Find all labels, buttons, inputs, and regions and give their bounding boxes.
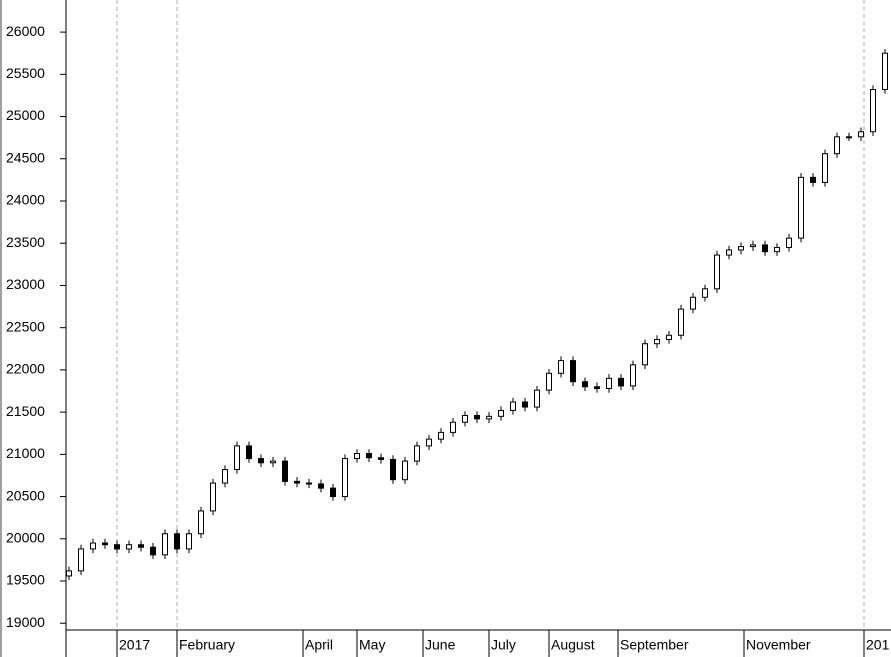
candle-body bbox=[354, 452, 360, 460]
x-tick-label: June bbox=[425, 637, 456, 653]
candle-body bbox=[198, 510, 204, 535]
candle-body bbox=[138, 544, 144, 548]
candle-body bbox=[570, 360, 576, 383]
candle-body bbox=[414, 445, 420, 462]
candle-body bbox=[378, 457, 384, 460]
candle-body bbox=[306, 482, 312, 485]
y-tick-label: 25500 bbox=[6, 65, 45, 81]
x-tick-label: September bbox=[620, 637, 689, 653]
candle-body bbox=[438, 431, 444, 440]
candle-body bbox=[210, 482, 216, 512]
candle-body bbox=[666, 334, 672, 340]
candle-body bbox=[750, 244, 756, 248]
y-tick-label: 24500 bbox=[6, 149, 45, 165]
candle-body bbox=[606, 377, 612, 389]
candle-body bbox=[558, 360, 564, 374]
candle-body bbox=[870, 89, 876, 133]
candle-body bbox=[186, 533, 192, 550]
x-tick-label: April bbox=[305, 637, 333, 653]
candle-body bbox=[474, 414, 480, 420]
candle-body bbox=[618, 377, 624, 387]
candle-body bbox=[882, 52, 888, 91]
candle-body bbox=[846, 136, 852, 139]
candle-body bbox=[126, 544, 132, 550]
candle-body bbox=[342, 458, 348, 498]
candle-body bbox=[150, 546, 156, 556]
x-tick-label: August bbox=[551, 637, 595, 653]
candle-body bbox=[738, 246, 744, 251]
candle-body bbox=[834, 136, 840, 155]
candle-body bbox=[774, 246, 780, 253]
candle-body bbox=[822, 153, 828, 183]
candle-body bbox=[78, 548, 84, 572]
y-tick-label: 25000 bbox=[6, 107, 45, 123]
y-tick-label: 24000 bbox=[6, 192, 45, 208]
y-tick-label: 20500 bbox=[6, 487, 45, 503]
candle-body bbox=[858, 131, 864, 138]
y-tick-label: 22500 bbox=[6, 318, 45, 334]
candle-body bbox=[642, 343, 648, 366]
candle-body bbox=[594, 386, 600, 389]
y-tick-label: 22000 bbox=[6, 361, 45, 377]
candle-body bbox=[690, 296, 696, 310]
candle-body bbox=[426, 438, 432, 447]
y-tick-label: 20000 bbox=[6, 529, 45, 545]
candle-body bbox=[522, 401, 528, 408]
y-tick-label: 19500 bbox=[6, 572, 45, 588]
candle-body bbox=[450, 421, 456, 433]
candle-body bbox=[282, 460, 288, 482]
y-tick-label: 23500 bbox=[6, 234, 45, 250]
candle-body bbox=[630, 364, 636, 387]
candle-body bbox=[294, 480, 300, 484]
x-tick-label: July bbox=[491, 637, 516, 653]
y-tick-label: 26000 bbox=[6, 23, 45, 39]
y-tick-label: 21500 bbox=[6, 403, 45, 419]
candle-body bbox=[534, 389, 540, 408]
candle-body bbox=[714, 254, 720, 290]
candle-body bbox=[330, 487, 336, 498]
x-tick-label: February bbox=[179, 637, 235, 653]
candle-body bbox=[102, 542, 108, 546]
y-tick-label: 21000 bbox=[6, 445, 45, 461]
candle-body bbox=[762, 244, 768, 253]
x-tick-label: May bbox=[359, 637, 385, 653]
candle-body bbox=[222, 469, 228, 484]
candle-body bbox=[582, 381, 588, 388]
candle-body bbox=[654, 338, 660, 345]
candle-body bbox=[702, 288, 708, 298]
candle-body bbox=[270, 460, 276, 464]
x-tick-label: November bbox=[746, 637, 811, 653]
candle-body bbox=[90, 542, 96, 550]
candle-body bbox=[486, 415, 492, 420]
candle-body bbox=[678, 308, 684, 336]
candle-body bbox=[318, 483, 324, 489]
candle-body bbox=[162, 533, 168, 556]
candle-body bbox=[546, 372, 552, 391]
candle-body bbox=[66, 570, 72, 577]
candle-body bbox=[366, 452, 372, 459]
candle-body bbox=[390, 458, 396, 481]
y-tick-label: 19000 bbox=[6, 614, 45, 630]
candle-body bbox=[246, 445, 252, 460]
x-tick-label: 2017 bbox=[119, 637, 150, 653]
candle-body bbox=[510, 401, 516, 411]
y-tick-label: 23000 bbox=[6, 276, 45, 292]
candle-body bbox=[726, 249, 732, 256]
candle-body bbox=[798, 176, 804, 239]
candle-body bbox=[786, 237, 792, 248]
candle-body bbox=[258, 458, 264, 464]
candle-body bbox=[402, 460, 408, 481]
x-tick-label: 201 bbox=[866, 637, 890, 653]
candle-body bbox=[234, 445, 240, 471]
candle-body bbox=[462, 414, 468, 423]
candle-body bbox=[810, 176, 816, 183]
candle-body bbox=[498, 409, 504, 417]
candle-body bbox=[114, 544, 120, 550]
candle-body bbox=[174, 533, 180, 550]
